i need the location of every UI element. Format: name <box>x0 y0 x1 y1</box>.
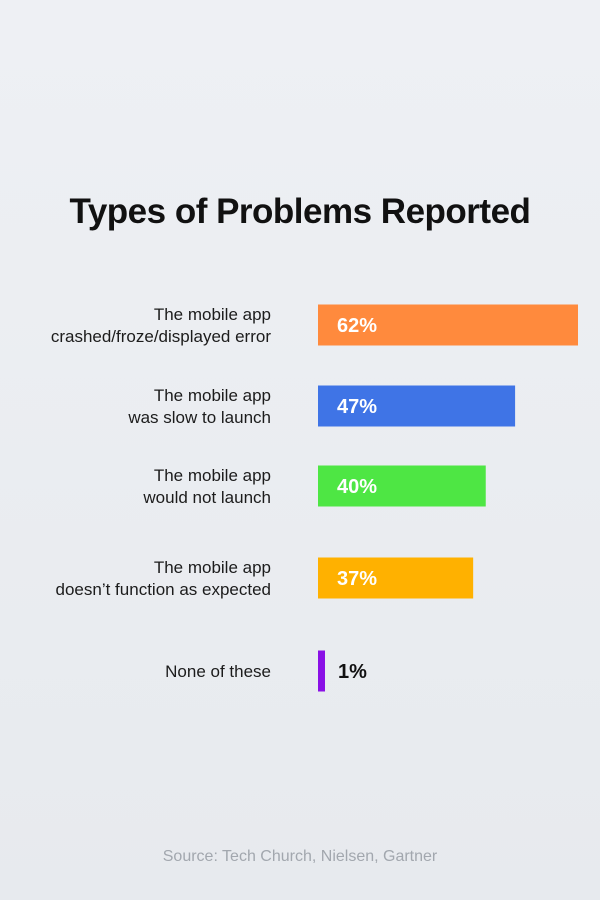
category-label-2-line-1: The mobile app <box>154 386 271 405</box>
bar-5 <box>318 650 325 692</box>
value-label-1: 62% <box>337 315 377 337</box>
category-label-1-line-2: crashed/froze/displayed error <box>51 327 272 346</box>
bar-2 <box>318 385 516 427</box>
category-label-4-line-1: The mobile app <box>154 558 271 577</box>
chart-title: Types of Problems Reported <box>69 192 531 231</box>
value-label-4: 37% <box>337 568 377 590</box>
bar-1 <box>318 304 578 346</box>
category-label-2-line-2: was slow to launch <box>127 408 271 427</box>
category-label-3-line-1: The mobile app <box>154 466 271 485</box>
value-label-5: 1% <box>338 661 367 683</box>
category-label-5-line-1: None of these <box>165 662 271 681</box>
category-label-4-line-2: doesn’t function as expected <box>56 580 271 599</box>
source-note: Source: Tech Church, Nielsen, Gartner <box>162 848 438 865</box>
value-label-2: 47% <box>337 396 377 418</box>
bar-4 <box>318 557 474 599</box>
category-label-1-line-1: The mobile app <box>154 305 271 324</box>
category-label-3-line-2: would not launch <box>142 488 271 507</box>
value-label-3: 40% <box>337 476 377 498</box>
bar-3 <box>318 465 486 507</box>
